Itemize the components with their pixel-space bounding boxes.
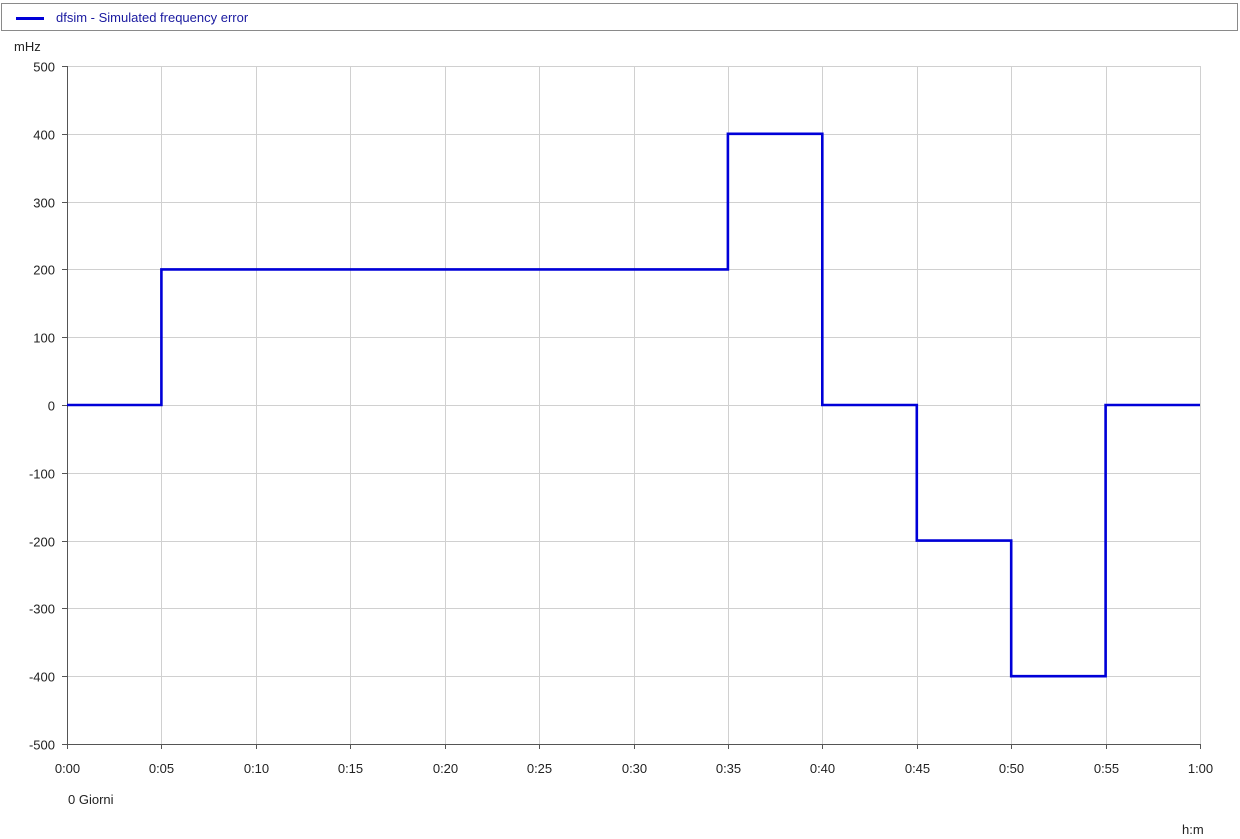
legend-swatch xyxy=(16,17,44,20)
y-tick-label: 200 xyxy=(33,263,55,278)
series-line xyxy=(67,132,1200,678)
legend-label: dfsim - Simulated frequency error xyxy=(56,10,249,25)
y-tick-label: 0 xyxy=(48,399,55,414)
x-tick-label: 1:00 xyxy=(1188,761,1213,776)
y-tick-label: 500 xyxy=(33,60,55,75)
grid-lines xyxy=(67,66,1201,745)
y-tick-label: -300 xyxy=(29,602,55,617)
y-tick-label: -500 xyxy=(29,738,55,753)
series-layer xyxy=(67,132,1200,678)
y-tick-label: 100 xyxy=(33,331,55,346)
legend: dfsim - Simulated frequency error xyxy=(1,3,1238,31)
x-axis-unit-label: h:m xyxy=(1182,822,1204,837)
x-tick-label: 0:35 xyxy=(716,761,741,776)
x-tick-label: 0:05 xyxy=(149,761,174,776)
x-tick-label: 0:40 xyxy=(810,761,835,776)
y-tick-label: -100 xyxy=(29,467,55,482)
y-tick-label: 300 xyxy=(33,196,55,211)
x-tick-label: 0:00 xyxy=(55,761,80,776)
x-tick-label: 0:15 xyxy=(338,761,363,776)
y-tick-label: 400 xyxy=(33,128,55,143)
x-tick-label: 0:20 xyxy=(433,761,458,776)
y-axis-unit-label: mHz xyxy=(14,39,41,54)
y-tick-label: -400 xyxy=(29,670,55,685)
x-axis-day-label: 0 Giorni xyxy=(68,792,114,807)
x-tick-label: 0:45 xyxy=(905,761,930,776)
x-tick-label: 0:30 xyxy=(622,761,647,776)
x-tick-label: 0:50 xyxy=(999,761,1024,776)
x-tick-label: 0:25 xyxy=(527,761,552,776)
tick-labels: 500 400 300 200 100 0 -100 -200 -300 -400 -5000:00… xyxy=(29,60,1213,777)
x-tick-label: 0:55 xyxy=(1094,761,1119,776)
axes xyxy=(62,66,1201,749)
x-tick-label: 0:10 xyxy=(244,761,269,776)
y-tick-label: -200 xyxy=(29,535,55,550)
